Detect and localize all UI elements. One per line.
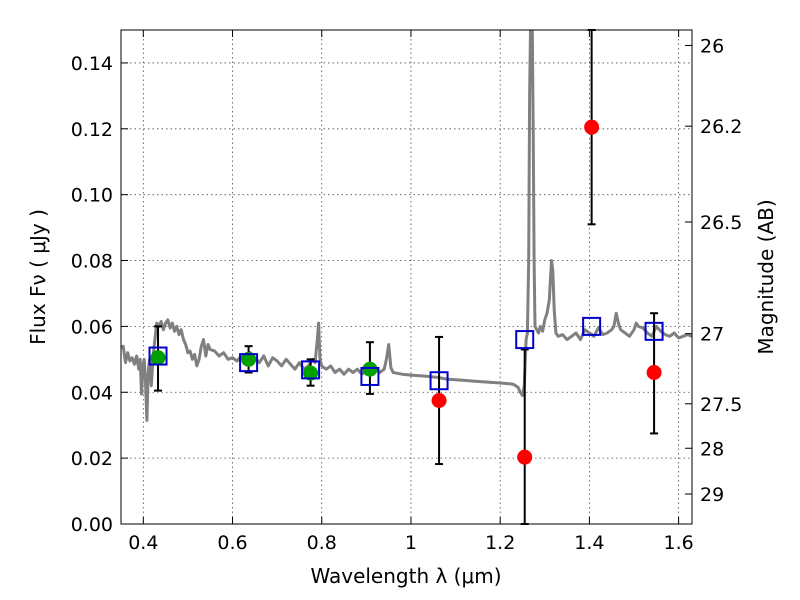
red-data-point bbox=[584, 119, 600, 135]
right-tick-label: 28 bbox=[700, 438, 724, 460]
model-square-point bbox=[148, 346, 168, 366]
x-tick-label: 1 bbox=[405, 532, 417, 554]
model-square-point bbox=[239, 353, 259, 373]
y-axis-label: Flux Fν ( μJy ) bbox=[26, 209, 50, 345]
model-square-point bbox=[360, 366, 380, 386]
x-tick-label: 0.4 bbox=[128, 532, 158, 554]
y-tick-label: 0.04 bbox=[71, 382, 113, 404]
right-tick-label: 27.5 bbox=[700, 394, 742, 416]
model-square-point bbox=[644, 321, 664, 341]
right-tick-label: 26.2 bbox=[700, 116, 742, 138]
y-tick-label: 0.10 bbox=[71, 185, 113, 207]
y-tick-label: 0.08 bbox=[71, 251, 113, 273]
x-axis-label: Wavelength λ (μm) bbox=[310, 564, 501, 588]
green-data-point bbox=[362, 361, 378, 377]
red-points-layer bbox=[431, 119, 662, 465]
x-tick-label: 0.6 bbox=[217, 532, 247, 554]
red-data-point bbox=[646, 365, 662, 381]
axis-ticks: 0.4 0.6 0.8 1 1.2 1.4 1.6 0.00 0.02 0.04 0.06 0.08 0… bbox=[71, 30, 742, 554]
x-tick-label: 1.2 bbox=[485, 532, 515, 554]
red-data-point bbox=[431, 393, 447, 408]
y-tick-label: 0.06 bbox=[71, 316, 113, 338]
x-tick-label: 0.8 bbox=[307, 532, 337, 554]
right-tick-label: 27 bbox=[700, 324, 724, 346]
y-tick-label: 0.00 bbox=[71, 514, 113, 536]
right-tick-label: 26 bbox=[700, 35, 724, 57]
model-square-point bbox=[515, 330, 535, 350]
model-square-point bbox=[301, 360, 321, 380]
right-tick-label: 26.5 bbox=[700, 212, 742, 234]
plot-background bbox=[121, 30, 692, 524]
model-square-point bbox=[429, 371, 449, 391]
y-tick-label: 0.12 bbox=[71, 119, 113, 141]
green-data-point bbox=[303, 365, 319, 381]
model-squares-layer bbox=[148, 316, 664, 391]
y-tick-label: 0.14 bbox=[71, 53, 113, 75]
x-tick-label: 1.4 bbox=[574, 532, 604, 554]
green-data-point bbox=[241, 351, 257, 367]
red-data-point bbox=[517, 449, 533, 465]
plot-frame bbox=[120, 29, 693, 525]
green-data-point bbox=[150, 350, 166, 366]
green-points-layer bbox=[150, 350, 378, 381]
right-axis-label: Magnitude (AB) bbox=[754, 199, 778, 354]
y-tick-label: 0.02 bbox=[71, 448, 113, 470]
right-tick-label: 29 bbox=[700, 484, 724, 506]
model-square-point bbox=[582, 316, 602, 336]
x-tick-label: 1.6 bbox=[664, 532, 694, 554]
